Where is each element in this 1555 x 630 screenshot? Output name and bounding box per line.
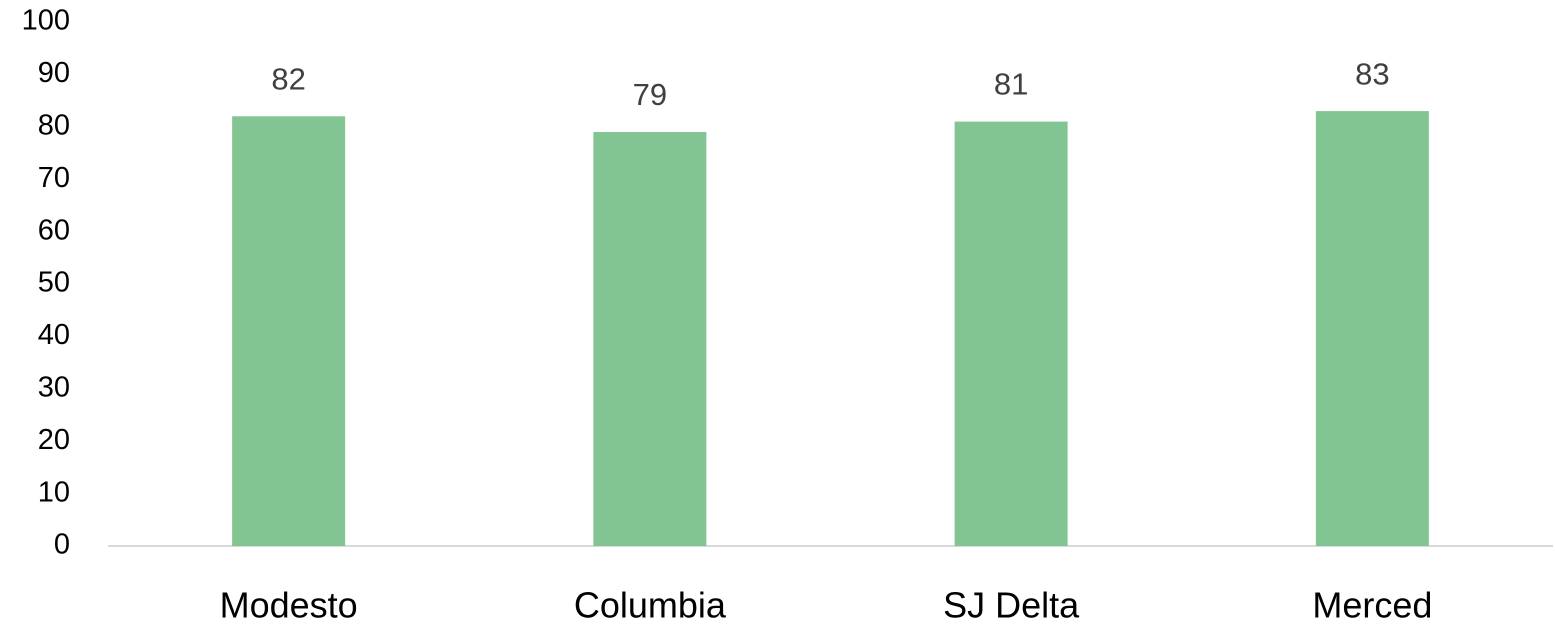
bar [232, 116, 346, 546]
x-tick-label: Merced [1312, 585, 1432, 626]
y-tick-label: 20 [38, 424, 70, 456]
y-tick-label: 30 [38, 371, 70, 403]
y-tick-label: 80 [38, 109, 70, 141]
y-tick-label: 50 [38, 267, 70, 299]
y-tick-label: 60 [38, 214, 70, 246]
x-tick-label: Modesto [220, 585, 358, 626]
bar [954, 121, 1068, 546]
y-tick-label: 10 [38, 476, 70, 508]
y-tick-label: 40 [38, 319, 70, 351]
x-tick-label: Columbia [574, 585, 727, 626]
y-tick-label: 90 [38, 57, 70, 89]
bar [593, 132, 707, 547]
value-label: 81 [994, 67, 1028, 102]
y-tick-label: 70 [38, 162, 70, 194]
y-tick-label: 0 [54, 529, 70, 561]
x-tick-label: SJ Delta [943, 585, 1080, 626]
value-label: 79 [633, 77, 667, 112]
value-label: 82 [271, 62, 305, 97]
bar [1315, 111, 1429, 546]
y-tick-label: 100 [22, 5, 70, 37]
value-label: 83 [1355, 56, 1389, 91]
